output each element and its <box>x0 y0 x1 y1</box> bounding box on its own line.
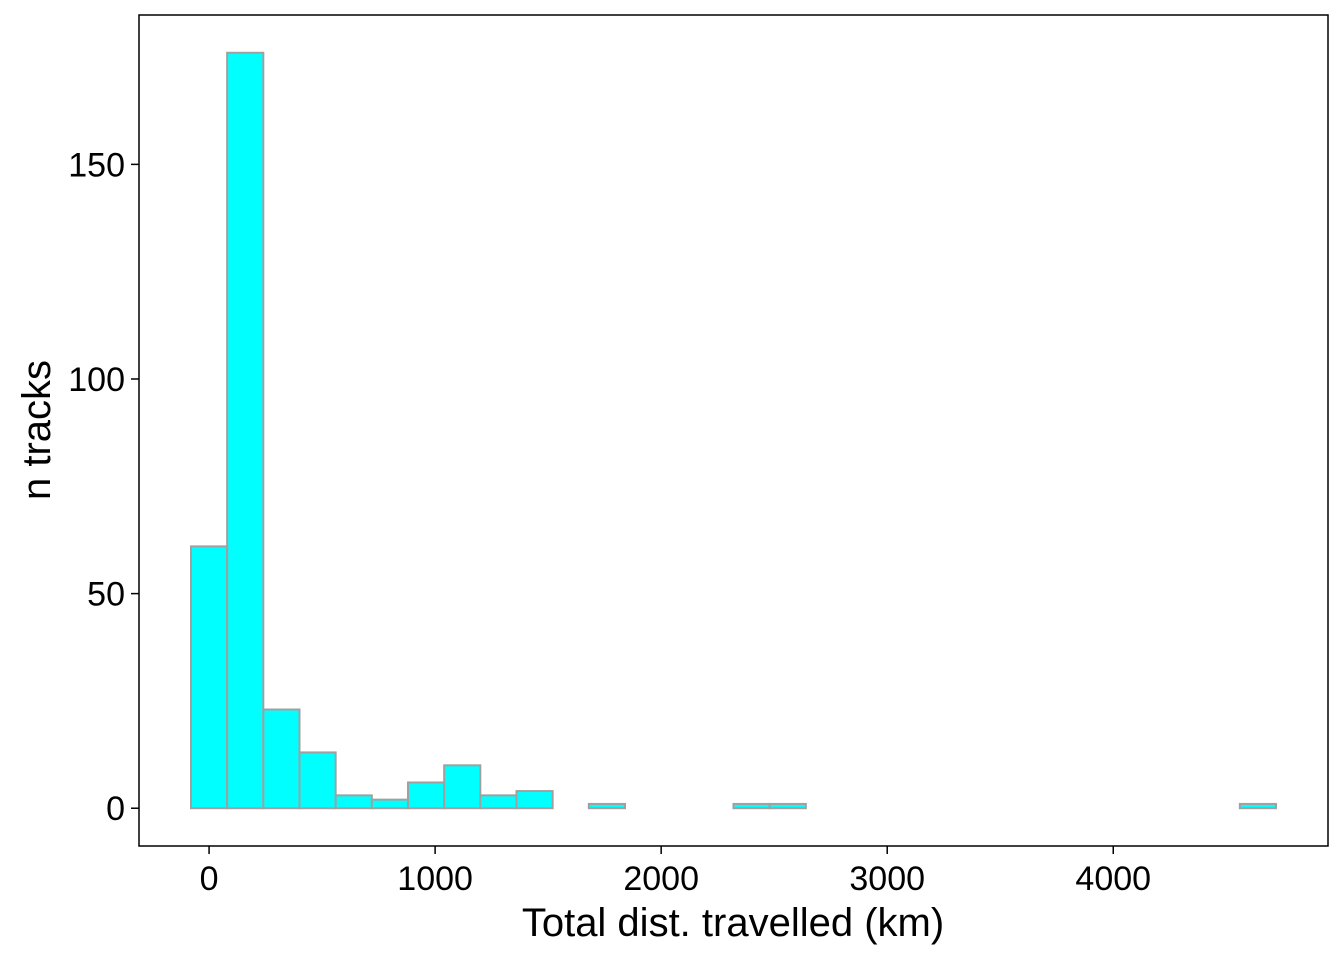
histogram-bar <box>406 781 446 810</box>
y-axis: 0 50 100 150 <box>68 146 139 828</box>
histogram-bar <box>189 545 229 810</box>
histogram-bar <box>443 764 482 810</box>
plot-panel-border <box>138 14 1329 847</box>
histogram-bar <box>732 802 771 810</box>
histogram-bar <box>262 708 301 810</box>
x-axis-title: Total dist. travelled (km) <box>522 901 944 945</box>
x-tick-label: 4000 <box>1075 860 1151 898</box>
bars-group <box>189 51 1278 810</box>
histogram-bar <box>298 751 337 810</box>
y-tick-label: 100 <box>68 361 125 399</box>
x-tick-label: 3000 <box>849 860 925 898</box>
y-tick-label: 0 <box>106 790 125 828</box>
x-tick-label: 0 <box>200 860 219 898</box>
histogram-bar <box>1238 802 1278 810</box>
histogram-bar <box>226 51 265 810</box>
x-axis: 0 1000 2000 3000 4000 <box>200 846 1151 898</box>
histogram-bar <box>515 790 554 810</box>
y-axis-title: n tracks <box>15 360 59 500</box>
histogram-bar <box>587 802 626 810</box>
x-tick-label: 2000 <box>623 860 699 898</box>
x-tick-label: 1000 <box>397 860 473 898</box>
histogram-bar <box>370 798 409 810</box>
histogram-bar <box>334 794 373 810</box>
histogram-bar <box>479 794 518 810</box>
y-tick-label: 150 <box>68 146 125 184</box>
y-tick-label: 50 <box>87 576 125 614</box>
histogram-bar <box>768 802 807 810</box>
